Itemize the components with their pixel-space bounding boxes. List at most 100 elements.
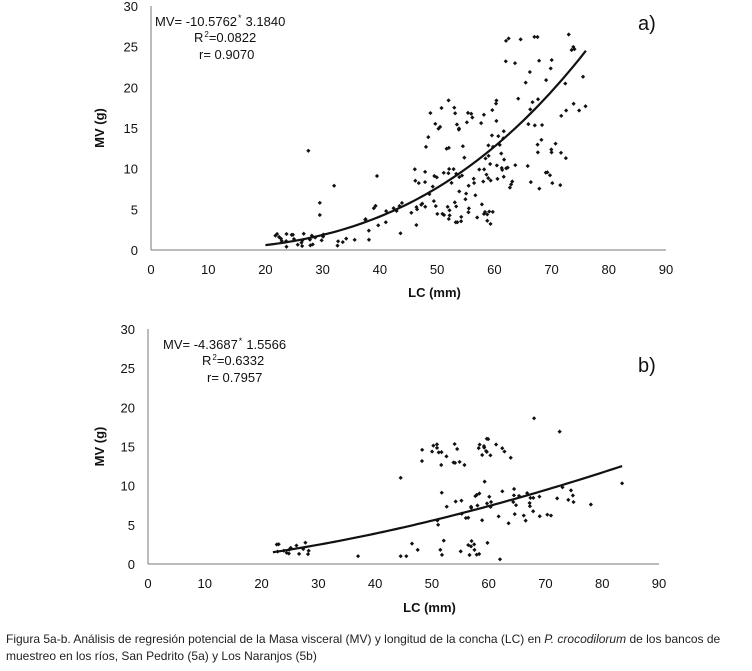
data-point — [352, 237, 357, 242]
data-point — [525, 491, 530, 496]
data-point — [568, 488, 574, 493]
data-point — [371, 206, 376, 211]
data-point — [474, 492, 479, 497]
data-point — [355, 554, 361, 559]
data-point — [547, 173, 553, 178]
data-point — [439, 105, 444, 111]
data-point — [545, 512, 550, 517]
x-tick-label: 80 — [602, 262, 616, 277]
data-point — [482, 479, 487, 484]
data-point — [500, 446, 505, 451]
data-point — [583, 104, 588, 109]
data-point — [532, 34, 537, 40]
data-point — [558, 150, 564, 155]
x-tick-label: 10 — [201, 262, 215, 277]
x-tick-label: 90 — [659, 262, 673, 277]
y-tick-label: 10 — [124, 162, 138, 177]
data-point — [549, 150, 554, 155]
data-point — [493, 101, 499, 106]
y-tick-label: 20 — [124, 80, 138, 95]
data-point — [447, 213, 452, 218]
data-point — [420, 447, 425, 452]
data-point — [487, 209, 492, 214]
chart-panel-b: 0 10 20 30 40 50 60 70 80 90 0 5 10 15 20 25 30 LC (mm) MV… — [92, 322, 666, 615]
data-point — [433, 121, 438, 126]
data-point — [588, 502, 593, 507]
y-axis-label: MV (g) — [92, 108, 107, 148]
data-point — [434, 445, 440, 450]
data-point — [511, 486, 517, 492]
data-point — [432, 173, 437, 179]
data-point — [494, 118, 499, 124]
data-point — [482, 209, 488, 215]
data-point — [278, 236, 284, 241]
data-point — [501, 157, 507, 162]
x-tick-label: 90 — [652, 576, 666, 591]
x-tick-label: 40 — [373, 262, 387, 277]
regression-curve — [265, 50, 587, 247]
y-tick-label: 15 — [121, 440, 135, 455]
data-point — [577, 108, 582, 113]
equation-text: MV= -10.5762* 3.1840 — [155, 13, 285, 29]
data-point — [452, 441, 457, 447]
data-point — [453, 499, 458, 504]
data-point — [550, 180, 555, 186]
data-point — [458, 219, 464, 224]
data-point — [319, 238, 324, 243]
data-point — [340, 239, 345, 245]
x-axis-label: LC (mm) — [403, 600, 456, 615]
data-point — [535, 34, 540, 40]
data-point — [539, 122, 545, 128]
r-squared-text: R2=0.0822 — [194, 30, 256, 45]
data-point — [464, 120, 469, 125]
data-point — [457, 189, 462, 194]
data-point — [445, 204, 450, 209]
data-point — [494, 163, 499, 168]
data-point — [486, 437, 491, 442]
y-tick-label: 10 — [121, 479, 135, 494]
data-point — [383, 220, 388, 225]
data-point — [453, 220, 458, 225]
data-point — [488, 453, 493, 458]
data-point — [555, 496, 560, 501]
data-point — [279, 238, 284, 243]
data-point — [431, 198, 436, 204]
data-point — [419, 458, 425, 464]
data-point — [494, 98, 499, 103]
data-point — [444, 504, 449, 509]
data-point — [433, 203, 438, 209]
data-point — [506, 521, 511, 526]
data-point — [512, 512, 517, 517]
data-point — [496, 134, 501, 139]
data-point — [490, 209, 495, 214]
data-point — [500, 167, 505, 173]
data-point — [537, 494, 542, 499]
data-point — [470, 115, 475, 120]
data-point — [300, 243, 305, 249]
data-point — [416, 180, 421, 186]
data-point — [512, 61, 518, 66]
data-point — [436, 126, 441, 131]
data-point — [444, 454, 449, 459]
data-point — [288, 545, 293, 550]
data-point — [452, 460, 458, 465]
data-point — [496, 514, 501, 519]
x-tick-label: 20 — [254, 576, 268, 591]
y-tick-label: 0 — [128, 557, 135, 572]
y-tick-label: 25 — [121, 361, 135, 376]
x-tick-label: 70 — [538, 576, 552, 591]
y-tick-label: 5 — [128, 518, 135, 533]
data-point — [481, 211, 487, 217]
regression-curve — [272, 465, 623, 554]
x-tick-label: 0 — [147, 262, 154, 277]
data-point — [404, 554, 409, 559]
equation-text: MV= -4.3687* 1.5566 — [163, 336, 286, 352]
data-point — [317, 200, 322, 205]
data-point — [462, 155, 467, 160]
data-point — [399, 200, 405, 206]
data-point — [513, 163, 518, 168]
data-point — [336, 239, 341, 244]
data-point — [549, 57, 554, 63]
data-point — [469, 111, 474, 116]
x-tick-label: 50 — [430, 262, 444, 277]
